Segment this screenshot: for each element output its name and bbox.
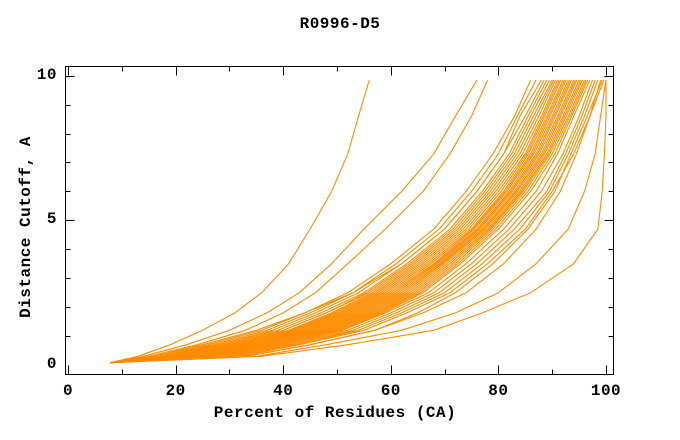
- x-tick-label: 100: [590, 382, 622, 400]
- model-curve: [109, 79, 567, 364]
- model-curve: [109, 79, 582, 364]
- model-curve: [109, 79, 542, 364]
- x-axis-title: Percent of Residues (CA): [213, 404, 457, 422]
- model-curve: [109, 79, 537, 364]
- model-curve: [109, 79, 578, 364]
- model-curve: [109, 80, 607, 364]
- y-tick-label: 5: [46, 210, 57, 229]
- model-curve: [109, 79, 602, 364]
- model-curve: [109, 79, 571, 364]
- model-curve: [109, 79, 575, 364]
- x-tick-label: 40: [273, 382, 294, 400]
- model-curve: [109, 79, 591, 364]
- model-curve: [109, 79, 607, 364]
- y-tick-label: 0: [46, 355, 57, 373]
- model-curve: [109, 79, 586, 364]
- x-tick-label: 80: [488, 382, 509, 400]
- x-tick-label: 20: [165, 382, 186, 400]
- model-curve: [109, 79, 478, 364]
- model-curve: [109, 79, 548, 364]
- model-curve: [109, 79, 560, 364]
- model-curve: [109, 79, 553, 364]
- model-curve: [109, 79, 594, 364]
- model-curve: [109, 79, 605, 364]
- y-axis-title: Distance Cutoff, A: [17, 136, 35, 318]
- model-curve: [109, 79, 532, 364]
- model-curve: [109, 79, 564, 364]
- model-curve: [109, 79, 370, 364]
- model-curve: [109, 79, 489, 364]
- x-tick-label: 60: [380, 382, 401, 400]
- model-curve: [109, 79, 556, 364]
- x-tick-label: 0: [62, 382, 74, 400]
- model-curve: [109, 79, 589, 364]
- y-tick-label: 10: [36, 65, 57, 84]
- chart-title: R0996-D5: [299, 15, 381, 33]
- model-curve: [109, 79, 599, 364]
